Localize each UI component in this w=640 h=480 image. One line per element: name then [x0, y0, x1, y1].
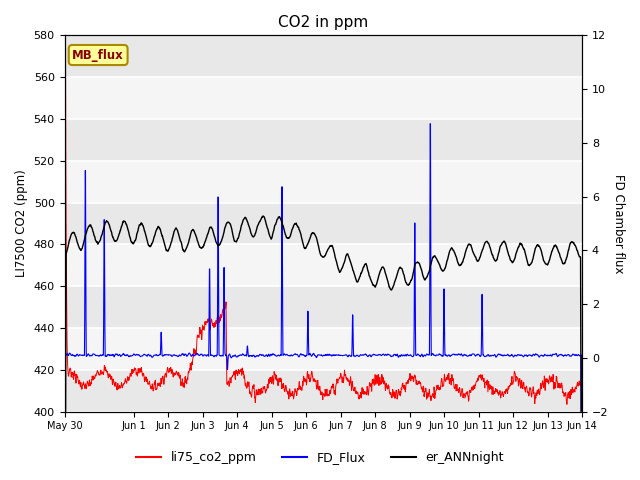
Y-axis label: LI7500 CO2 (ppm): LI7500 CO2 (ppm)	[15, 169, 28, 277]
Legend: li75_co2_ppm, FD_Flux, er_ANNnight: li75_co2_ppm, FD_Flux, er_ANNnight	[131, 446, 509, 469]
Bar	[65, 77, 582, 119]
Text: MB_flux: MB_flux	[72, 48, 124, 61]
Bar	[65, 328, 582, 370]
Bar	[65, 36, 582, 77]
Bar	[65, 119, 582, 161]
Bar	[65, 370, 582, 412]
Y-axis label: FD Chamber flux: FD Chamber flux	[612, 174, 625, 273]
Bar	[65, 161, 582, 203]
Title: CO2 in ppm: CO2 in ppm	[278, 15, 369, 30]
Bar	[65, 203, 582, 244]
Bar	[65, 244, 582, 286]
Bar	[65, 286, 582, 328]
